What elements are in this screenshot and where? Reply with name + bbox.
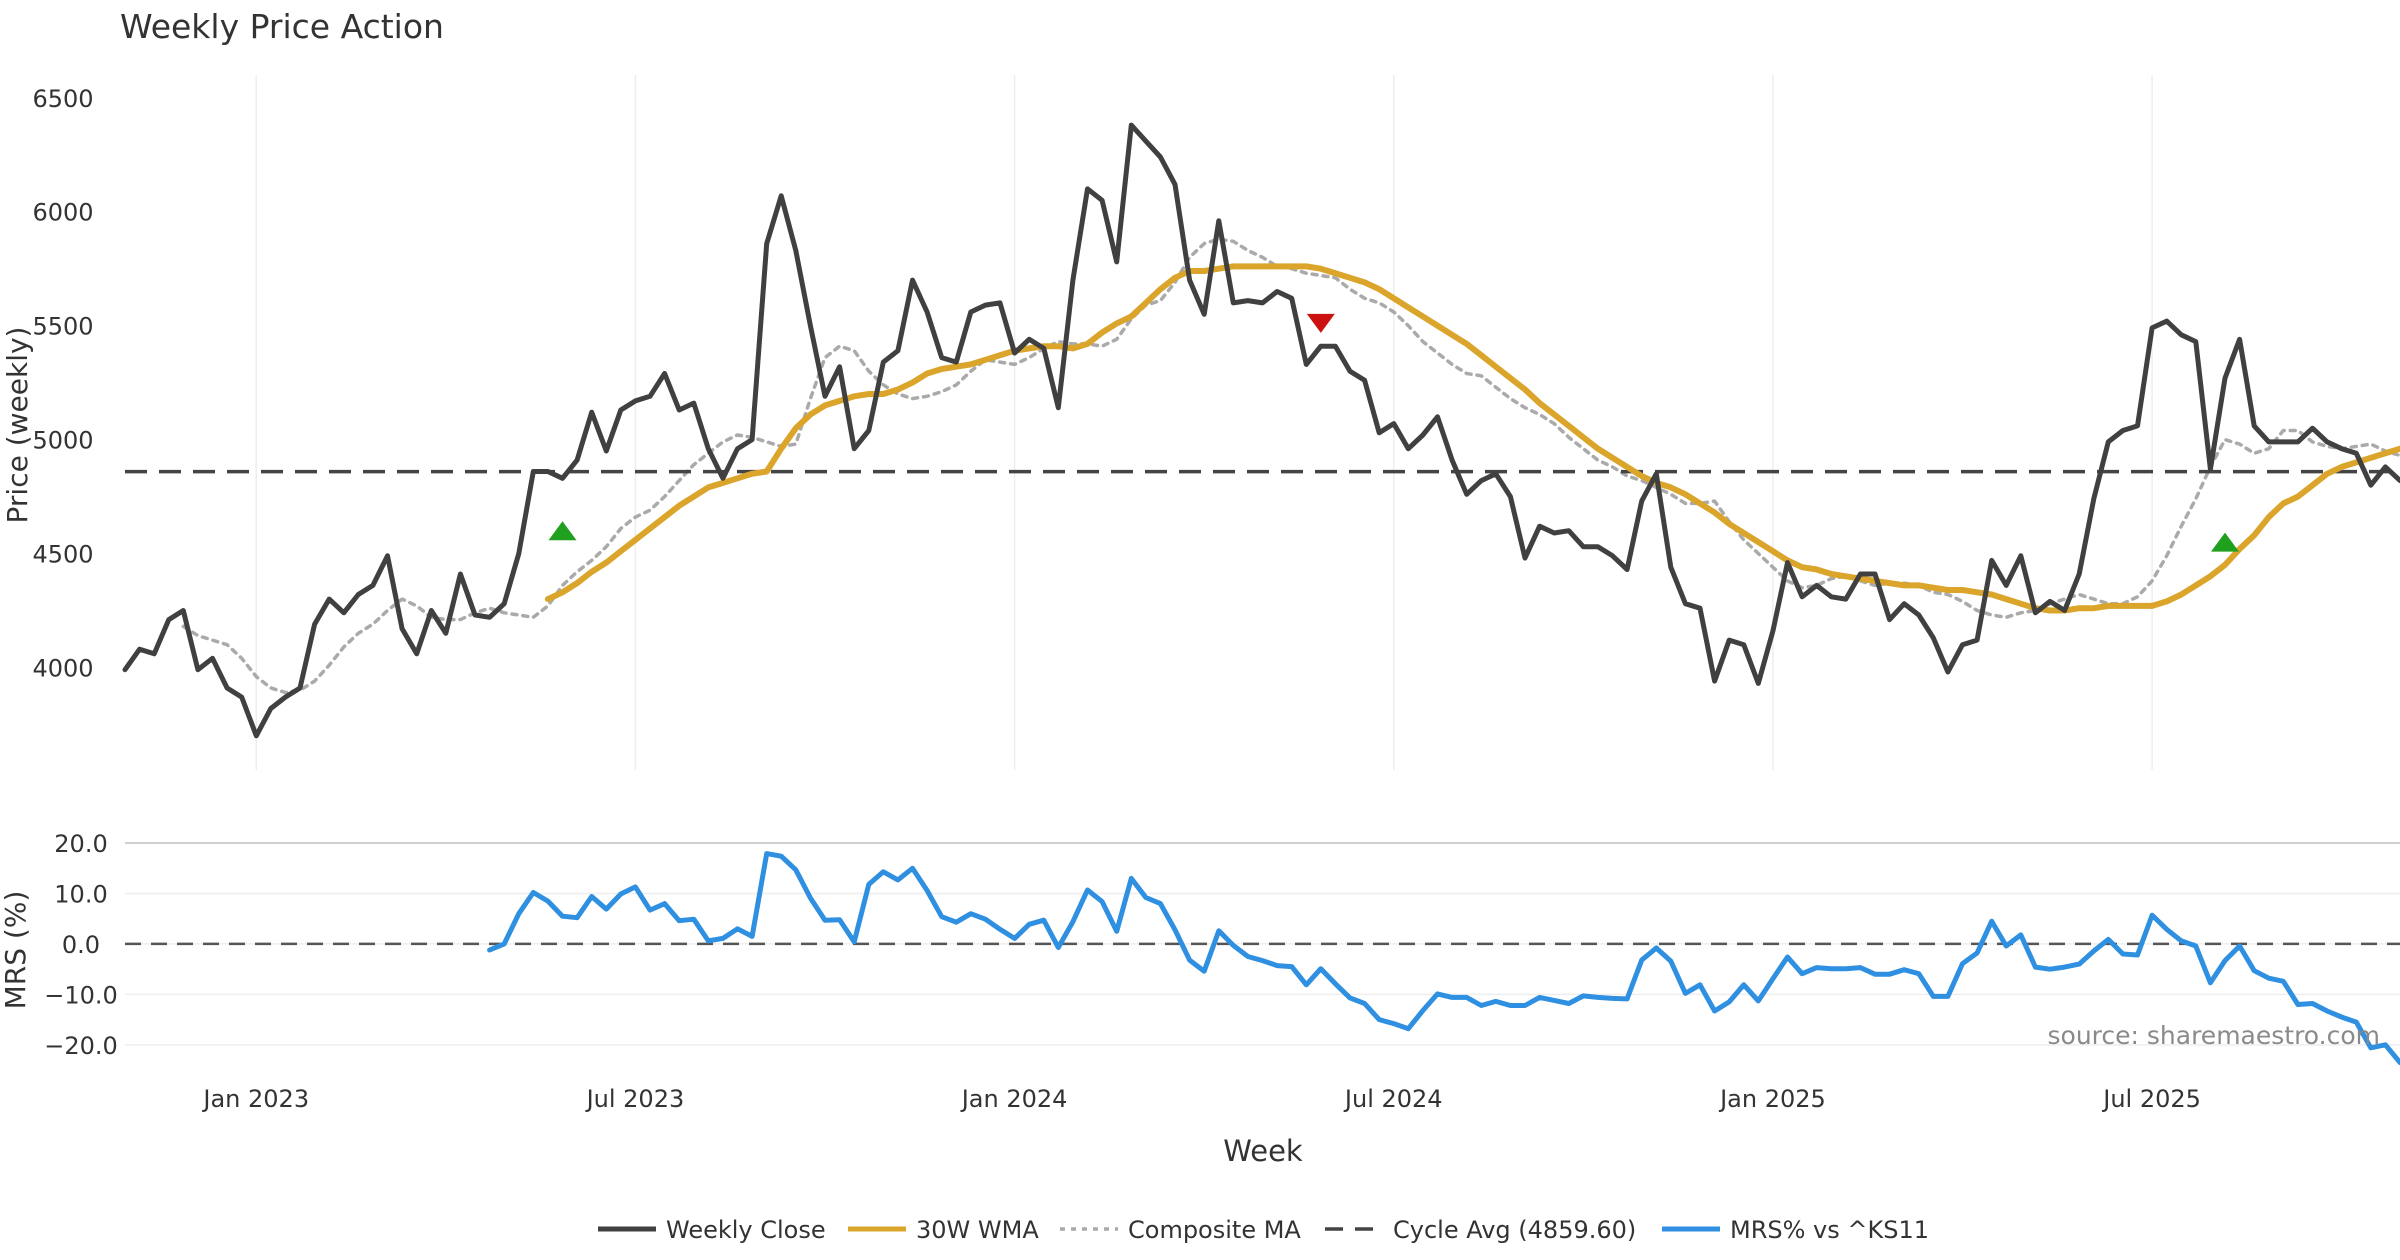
legend-item-weekly-close: Weekly Close [598, 1216, 826, 1244]
price-y-tick-label: 6500 [32, 85, 93, 113]
x-tick-label: Jul 2025 [2101, 1085, 2201, 1113]
x-axis-ticks: Jan 2023 Jul 2023 Jan 2024 Jul 2024 Jan 2025… [201, 1085, 2201, 1113]
mrs-series-group [487, 851, 2400, 1065]
mrs-y-axis-label: MRS (%) [0, 891, 32, 1010]
legend-label: 30W WMA [916, 1216, 1039, 1244]
legend-item-mrs-vs-ks11: MRS% vs ^KS11 [1662, 1216, 1929, 1244]
price-y-axis-label: Price (weekly) [1, 327, 34, 524]
series-30w-wma [544, 263, 2400, 614]
buy-signal-marker [548, 521, 577, 541]
price-y-tick-label: 5000 [32, 427, 93, 455]
legend-label: MRS% vs ^KS11 [1730, 1216, 1929, 1244]
mrs-y-tick-label: 10.0 [54, 880, 107, 908]
mrs-y-tick-label: −20.0 [44, 1032, 118, 1060]
x-tick-label: Jan 2024 [960, 1085, 1068, 1113]
mrs-y-tick-label: 0.0 [62, 931, 100, 959]
x-tick-label: Jan 2023 [201, 1085, 309, 1113]
price-y-axis-ticks: 4000 4500 5000 5500 6000 6500 [32, 85, 93, 683]
mrs-y-tick-label: −10.0 [44, 981, 118, 1009]
x-tick-label: Jul 2024 [1343, 1085, 1443, 1113]
legend-item-composite-ma: Composite MA [1060, 1216, 1301, 1244]
source-annotation: source: sharemaestro.com [2048, 1021, 2381, 1050]
price-y-tick-label: 4500 [32, 541, 93, 569]
legend-label: Cycle Avg (4859.60) [1393, 1216, 1636, 1244]
legend: Weekly Close 30W WMA Composite MA Cycle Avg… [598, 1216, 1929, 1244]
price-series-group [122, 122, 2400, 739]
price-y-tick-label: 6000 [32, 199, 93, 227]
legend-label: Weekly Close [666, 1216, 826, 1244]
price-panel: 4000 4500 5000 5500 6000 6500 Price (weekly) [1, 75, 2400, 770]
price-gridlines [255, 75, 2153, 770]
mrs-gridlines [125, 842, 2400, 1046]
legend-item-cycle-avg-4859-60: Cycle Avg (4859.60) [1325, 1216, 1636, 1244]
x-tick-label: Jul 2023 [585, 1085, 685, 1113]
x-axis-label: Week [1223, 1134, 1303, 1168]
signal-markers [548, 313, 2239, 552]
series-weekly-close [122, 122, 2400, 739]
x-tick-label: Jan 2025 [1718, 1085, 1826, 1113]
buy-signal-marker [2211, 532, 2239, 552]
mrs-y-axis-ticks: 20.0 10.0 0.0 −10.0 −20.0 [44, 830, 118, 1060]
mrs-y-tick-label: 20.0 [54, 830, 107, 858]
legend-label: Composite MA [1128, 1216, 1301, 1244]
chart-title: Weekly Price Action [120, 7, 444, 46]
price-y-tick-label: 4000 [32, 654, 93, 682]
series-mrs-vs-ks11 [487, 851, 2400, 1065]
sell-signal-marker [1306, 313, 1335, 333]
mrs-panel: 20.0 10.0 0.0 −10.0 −20.0 MRS (%) source: sh… [0, 830, 2400, 1065]
legend-item-30w-wma: 30W WMA [848, 1216, 1039, 1244]
price-y-tick-label: 5500 [32, 313, 93, 341]
